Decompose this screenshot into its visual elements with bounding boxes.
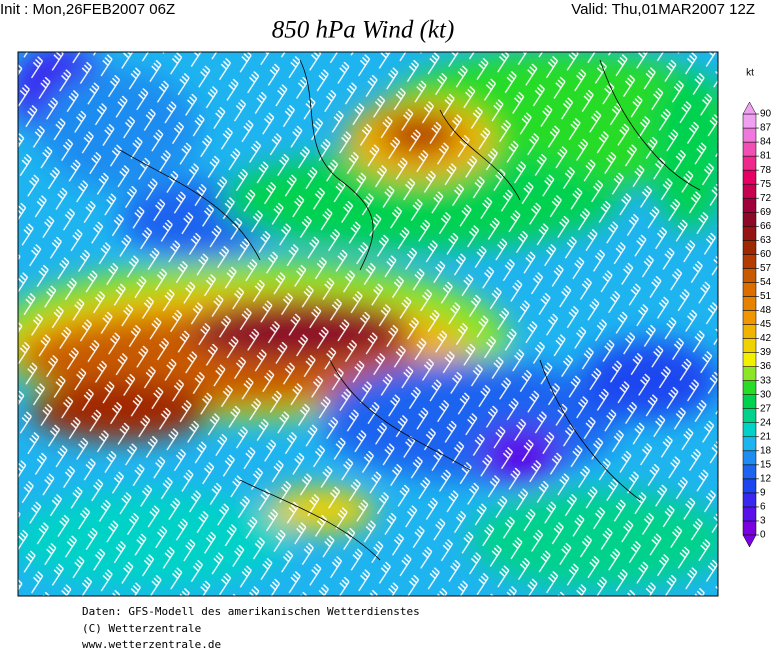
colorbar-label: 51 [760,291,772,302]
colorbar-segment [742,520,757,536]
colorbar-label: 54 [760,277,772,288]
colorbar-segment [742,183,757,199]
colorbar-segment [742,127,757,143]
wind-field [18,52,718,596]
colorbar-label: 21 [760,431,772,442]
colorbar-segment [742,436,757,452]
colorbar-label: 75 [760,179,772,190]
colorbar-label: 36 [760,361,772,372]
colorbar-label: 78 [760,165,772,176]
valid-time: Valid: Thu,01MAR2007 12Z [571,1,755,18]
colorbar-label: 18 [760,445,772,456]
colorbar-segment [742,450,757,466]
colorbar-label: 66 [760,221,772,232]
colorbar-label: 15 [760,459,772,470]
footer-line: www.wetterzentrale.de [82,638,221,648]
colorbar-label: 12 [760,474,772,485]
colorbar-segment [742,366,757,381]
colorbar-label: 9 [760,488,766,499]
colorbar-segment [742,352,757,367]
colorbar-segment [742,155,757,171]
colorbar-label: 45 [760,319,772,330]
colorbar-segment [742,254,757,269]
colorbar-segment [742,240,757,255]
map-frame [17,51,719,597]
colorbar-label: 63 [760,235,772,246]
colorbar-label: 90 [760,109,772,120]
colorbar-segment [742,408,757,423]
colorbar-label: 72 [760,193,772,204]
colorbar-segment [742,380,757,395]
colorbar-label: 39 [760,347,772,358]
colorbar-unit: kt [746,68,754,79]
colorbar-segment [742,310,757,325]
colorbar-label: 69 [760,207,772,218]
colorbar-label: 27 [760,403,772,414]
colorbar-segment [742,506,757,522]
colorbar-segment [742,464,757,480]
colorbar-label: 3 [760,516,766,527]
colorbar-label: 6 [760,502,766,513]
colorbar-segment [742,422,757,438]
colorbar-segment [742,197,757,213]
colorbar-segment [742,169,757,185]
footer-line: Daten: GFS-Modell des amerikanischen Wet… [82,605,420,618]
colorbar-segment [742,324,757,339]
colorbar-bottom-arrow [742,534,757,548]
colorbar: 0369121518212427303336394245485154576063… [742,101,772,548]
colorbar-label: 60 [760,249,772,260]
colorbar-label: 87 [760,123,772,134]
colorbar-segment [742,268,757,283]
colorbar-label: 24 [760,417,772,428]
colorbar-label: 57 [760,263,772,274]
colorbar-label: 33 [760,375,772,386]
colorbar-label: 81 [760,151,772,162]
colorbar-label: 30 [760,389,772,400]
colorbar-label: 42 [760,333,772,344]
colorbar-segment [742,141,757,157]
colorbar-segment [742,282,757,297]
colorbar-segment [742,211,757,227]
colorbar-segment [742,226,757,241]
colorbar-segment [742,394,757,409]
colorbar-segment [742,478,757,494]
colorbar-label: 48 [760,305,772,316]
colorbar-label: 0 [760,530,766,541]
map-title: 850 hPa Wind (kt) [272,17,455,44]
init-time: Init : Mon,26FEB2007 06Z [0,1,175,18]
colorbar-segment [742,492,757,508]
colorbar-segment [742,338,757,353]
colorbar-segment [742,113,757,129]
footer-line: (C) Wetterzentrale [82,622,201,635]
colorbar-top-arrow [742,101,757,115]
colorbar-label: 84 [760,137,772,148]
colorbar-segment [742,296,757,311]
